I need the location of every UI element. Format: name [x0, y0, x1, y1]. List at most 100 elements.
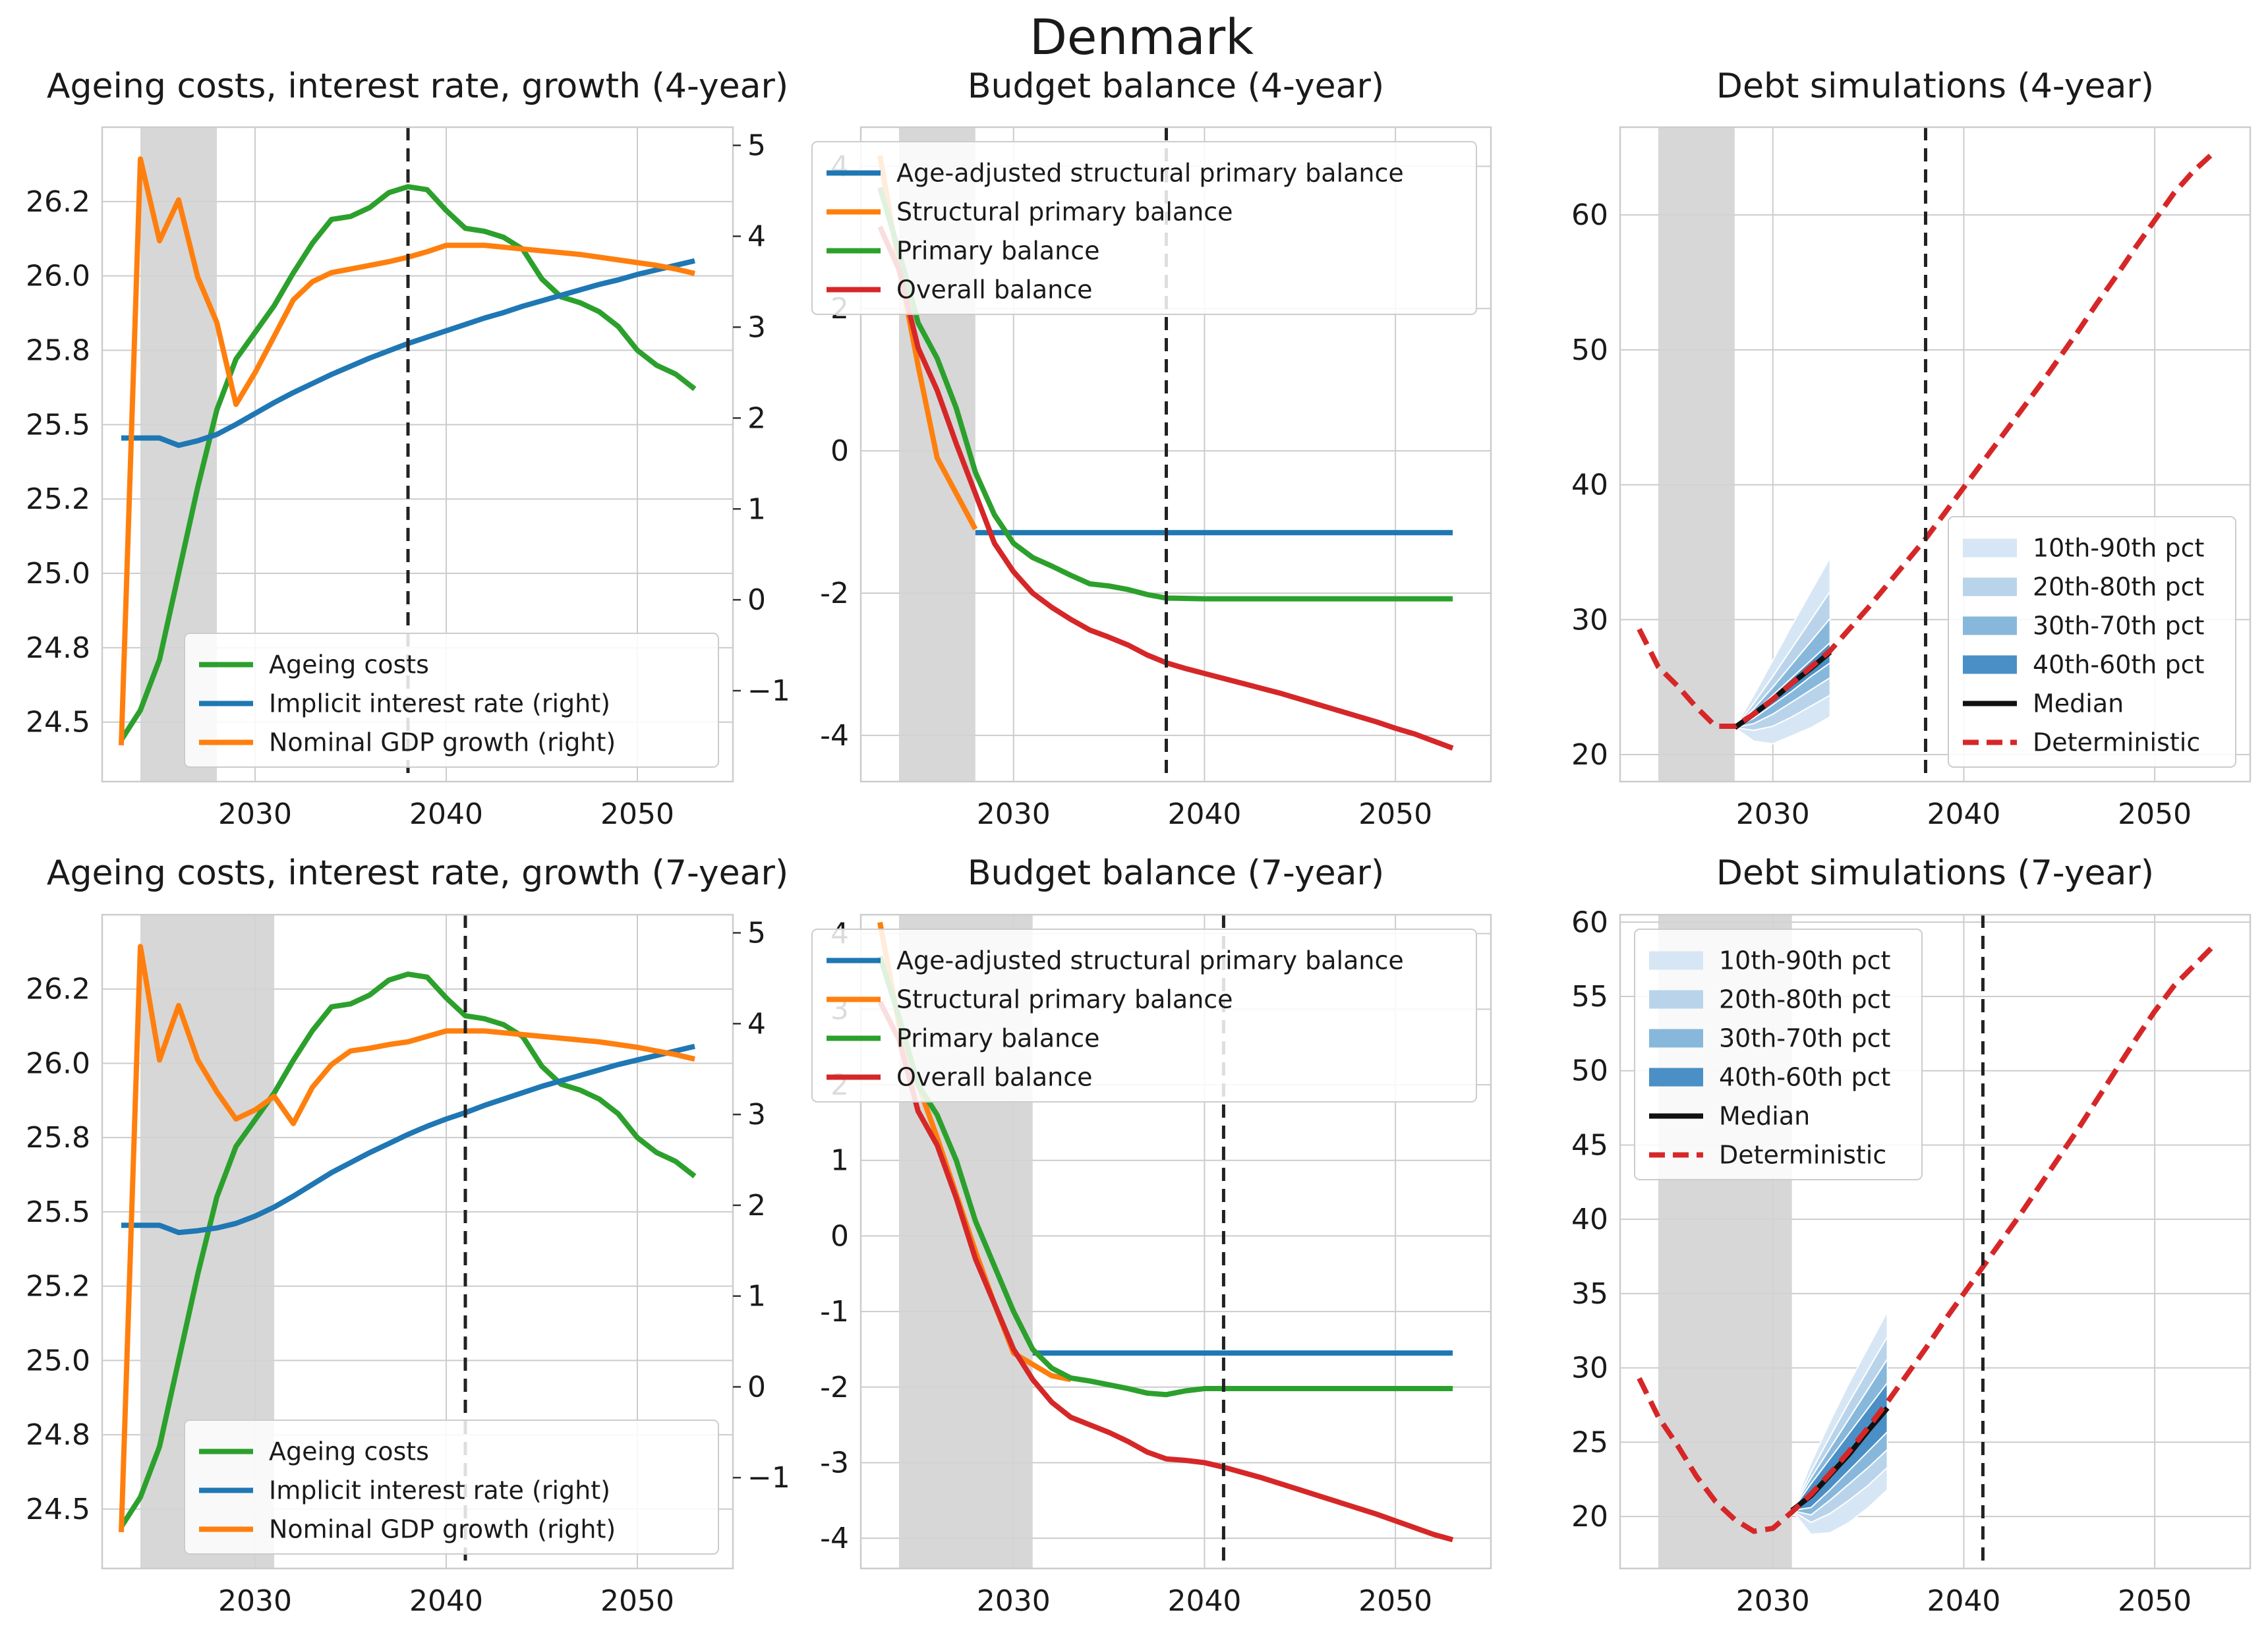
y-tick-label: 25.2	[26, 1270, 90, 1304]
axes-frame	[1619, 126, 2252, 783]
y-tick-label: 50	[1571, 1054, 1608, 1088]
figure-title: Denmark	[1030, 9, 1254, 66]
y-tick-label: 20	[1571, 1500, 1608, 1534]
y-tick-label: 60	[1571, 198, 1608, 232]
series-line	[119, 184, 697, 741]
panel-title: Budget balance (4-year)	[968, 67, 1384, 106]
legend-box	[184, 633, 719, 768]
series-line	[877, 187, 1453, 602]
y-tick-label: -1	[820, 1295, 849, 1329]
x-tick-label: 2050	[2118, 797, 2192, 831]
legend-label: 20th-80th pct	[1719, 985, 1890, 1014]
legend-label: Age-adjusted structural primary balance	[896, 159, 1404, 188]
panel-ageing_4: Ageing costs, interest rate, growth (4-y…	[26, 67, 790, 831]
fan-band	[1790, 1381, 1888, 1512]
y2-tick-label: 5	[747, 917, 766, 950]
legend-swatch	[1649, 1068, 1703, 1087]
x-tick-label: 2040	[409, 797, 483, 831]
y-tick-label: 24.5	[26, 1493, 90, 1526]
panel-budget_4: Budget balance (4-year) 2030 2040 2050 -4 -2 0…	[811, 67, 1492, 831]
legend-box	[1948, 516, 2236, 768]
x-tick-label: 2030	[977, 1584, 1051, 1618]
series-line	[877, 1000, 1454, 1543]
legend-swatch	[1963, 616, 2017, 635]
y-tick-label: 35	[1571, 1277, 1608, 1311]
axes-frame	[859, 913, 1492, 1570]
y-tick-label: -3	[820, 1446, 849, 1479]
y-tick-label: 55	[1571, 980, 1608, 1014]
y2-tick-label: 2	[747, 401, 766, 435]
axes-frame	[1619, 913, 2252, 1570]
y-tick-label: 25.0	[26, 1344, 90, 1377]
panel-title: Debt simulations (4-year)	[1716, 67, 2154, 106]
y-tick-label: 45	[1571, 1128, 1608, 1162]
legend-label: Nominal GDP growth (right)	[269, 728, 616, 757]
legend-box	[811, 141, 1477, 315]
y2-tick-label: 0	[747, 583, 766, 617]
y-tick-label: 50	[1571, 333, 1608, 367]
y-tick-label: 24.8	[26, 1418, 90, 1452]
y-tick-label: -4	[820, 1522, 849, 1555]
panel-debt_4: Debt simulations (4-year)2030 2040 2050203…	[1571, 67, 2252, 831]
legend-label: Deterministic	[2033, 728, 2200, 757]
y-tick-label: 24.5	[26, 706, 90, 739]
y-tick-label: 25.5	[26, 408, 90, 442]
y2-tick-label: −1	[747, 1461, 790, 1495]
x-tick-label: 2040	[409, 1584, 483, 1618]
legend-swatch	[1963, 538, 2017, 558]
panel-budget_7: Budget balance (7-year) 2030 2040 2050 -4 -3 -…	[811, 853, 1492, 1618]
panel-title: Budget balance (7-year)	[968, 853, 1384, 893]
panel-title: Ageing costs, interest rate, growth (4-y…	[47, 67, 788, 106]
y-tick-label: 40	[1571, 469, 1608, 502]
x-tick-label: 2050	[600, 797, 674, 831]
y-tick-label: 60	[1571, 905, 1608, 939]
y-tick-label: 30	[1571, 1352, 1608, 1385]
series-line	[121, 1043, 695, 1236]
y-tick-label: -4	[820, 719, 849, 753]
plot-area	[1637, 127, 2214, 782]
y-tick-label: 24.8	[26, 631, 90, 665]
axes-frame	[859, 126, 1492, 783]
y-tick-label: 26.2	[26, 185, 90, 219]
y-tick-label: 25.2	[26, 482, 90, 516]
x-tick-label: 2030	[218, 1584, 292, 1618]
x-tick-label: 2030	[1736, 797, 1810, 831]
legend: Age-adjusted structural primary balance S…	[811, 929, 1477, 1103]
legend-label: Median	[1719, 1102, 1810, 1131]
series-line	[877, 955, 1453, 1398]
axes-frame	[101, 913, 734, 1570]
legend-box	[811, 929, 1477, 1103]
y2-tick-label: 4	[747, 220, 766, 254]
y-tick-label: 26.0	[26, 260, 90, 293]
legend-label: Overall balance	[896, 1063, 1093, 1092]
x-tick-label: 2050	[2118, 1584, 2192, 1618]
y2-tick-label: 5	[747, 129, 766, 163]
y-tick-label: 0	[830, 434, 849, 468]
y-tick-label: 25	[1571, 1425, 1608, 1459]
legend-label: Primary balance	[896, 237, 1100, 266]
legend-label: 30th-70th pct	[2033, 612, 2204, 641]
x-tick-label: 2030	[1736, 1584, 1810, 1618]
legend-label: 10th-90th pct	[2033, 534, 2204, 563]
legend-label: Ageing costs	[269, 650, 429, 679]
legend-swatch	[1649, 951, 1703, 970]
chart-panels: Ageing costs, interest rate, growth (4-y…	[26, 67, 2252, 1618]
series-line	[119, 971, 697, 1529]
legend-label: 30th-70th pct	[1719, 1024, 1890, 1053]
x-tick-label: 2050	[1358, 1584, 1432, 1618]
x-tick-label: 2050	[600, 1584, 674, 1618]
y2-tick-label: −1	[747, 674, 790, 708]
legend-label: Primary balance	[896, 1024, 1100, 1053]
legend-label: Implicit interest rate (right)	[269, 689, 610, 718]
y-tick-label: 30	[1571, 603, 1608, 637]
y2-tick-label: 4	[747, 1007, 766, 1041]
x-tick-label: 2030	[977, 797, 1051, 831]
x-tick-label: 2030	[218, 797, 292, 831]
panel-debt_7: Debt simulations (7-year) 2030 2040 2050 20 2…	[1571, 853, 2252, 1618]
legend-label: Overall balance	[896, 275, 1093, 304]
y-tick-label: 25.5	[26, 1195, 90, 1229]
y-tick-label: 26.2	[26, 973, 90, 1006]
x-tick-label: 2040	[1167, 1584, 1241, 1618]
legend-label: Ageing costs	[269, 1437, 429, 1466]
